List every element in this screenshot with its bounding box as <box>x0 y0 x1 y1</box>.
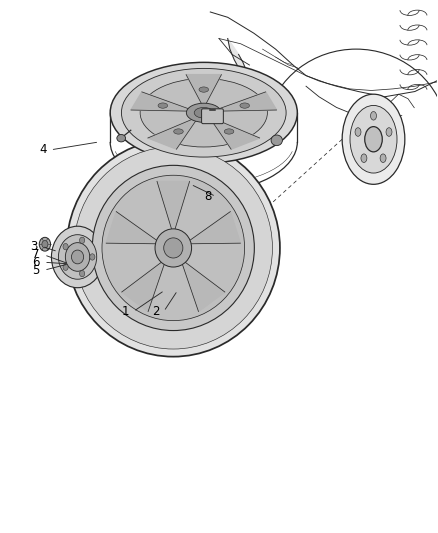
Polygon shape <box>212 92 276 111</box>
Ellipse shape <box>371 111 377 120</box>
Ellipse shape <box>271 135 283 146</box>
Polygon shape <box>131 92 195 111</box>
Ellipse shape <box>194 108 213 118</box>
Ellipse shape <box>90 254 95 260</box>
Ellipse shape <box>74 147 272 349</box>
Ellipse shape <box>365 127 382 152</box>
Ellipse shape <box>350 106 397 173</box>
Polygon shape <box>157 181 190 235</box>
Polygon shape <box>186 75 222 108</box>
Text: 6: 6 <box>32 256 40 269</box>
Ellipse shape <box>155 229 191 267</box>
Ellipse shape <box>199 87 208 92</box>
Ellipse shape <box>224 129 234 134</box>
Ellipse shape <box>361 154 367 163</box>
Polygon shape <box>209 117 260 149</box>
Ellipse shape <box>110 62 297 163</box>
Text: 3: 3 <box>30 240 38 253</box>
Ellipse shape <box>174 129 183 134</box>
Polygon shape <box>185 212 240 244</box>
Ellipse shape <box>92 165 254 330</box>
Ellipse shape <box>140 78 267 147</box>
Ellipse shape <box>342 94 405 184</box>
Ellipse shape <box>164 238 183 258</box>
Ellipse shape <box>63 244 68 250</box>
Text: 4: 4 <box>39 143 46 156</box>
Polygon shape <box>180 259 225 311</box>
Text: 2: 2 <box>152 305 159 318</box>
Ellipse shape <box>80 270 85 277</box>
Polygon shape <box>106 212 162 244</box>
Ellipse shape <box>186 103 221 122</box>
Ellipse shape <box>42 240 48 248</box>
Ellipse shape <box>117 134 126 142</box>
FancyBboxPatch shape <box>201 109 223 124</box>
Polygon shape <box>148 117 199 149</box>
Text: 5: 5 <box>32 264 40 277</box>
Ellipse shape <box>380 154 386 163</box>
Ellipse shape <box>121 68 286 157</box>
Ellipse shape <box>58 235 97 279</box>
Ellipse shape <box>67 139 280 357</box>
Ellipse shape <box>39 237 50 251</box>
Ellipse shape <box>158 103 168 108</box>
Text: 8: 8 <box>205 190 212 203</box>
Ellipse shape <box>102 175 244 321</box>
Ellipse shape <box>71 250 84 264</box>
Ellipse shape <box>240 103 250 108</box>
Polygon shape <box>122 259 166 311</box>
Text: 7: 7 <box>32 248 40 261</box>
Ellipse shape <box>355 128 361 136</box>
Ellipse shape <box>63 264 68 270</box>
Ellipse shape <box>51 226 104 288</box>
Polygon shape <box>228 38 245 70</box>
Ellipse shape <box>386 128 392 136</box>
Ellipse shape <box>65 243 90 271</box>
Ellipse shape <box>80 237 85 244</box>
Text: 1: 1 <box>122 305 129 318</box>
